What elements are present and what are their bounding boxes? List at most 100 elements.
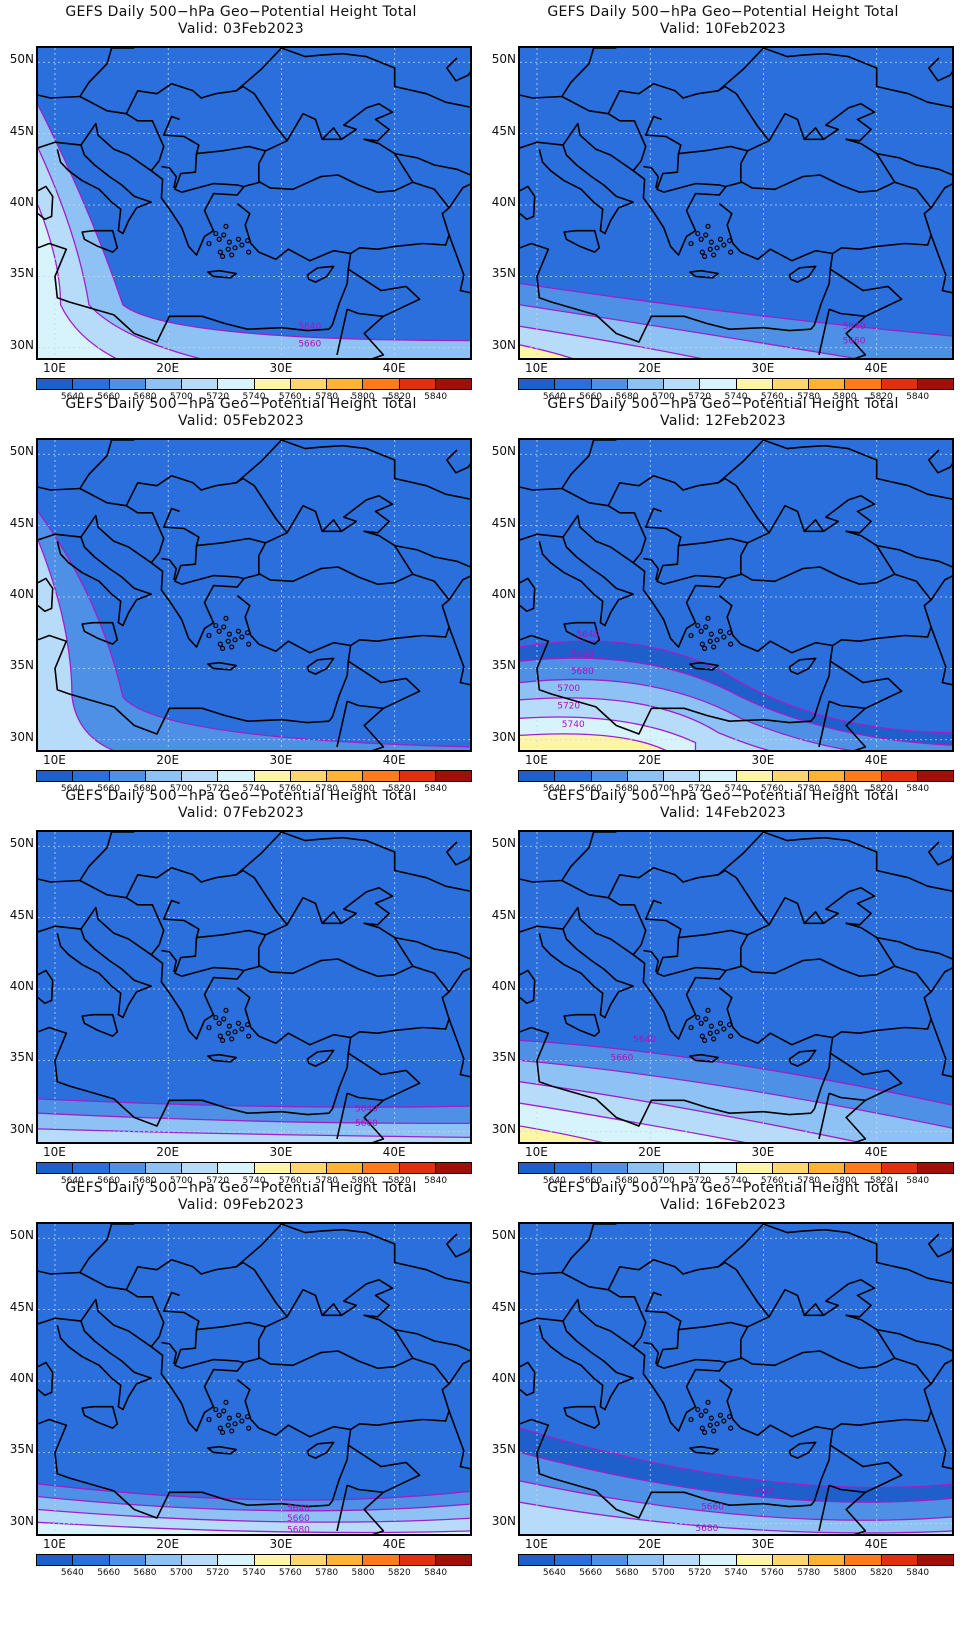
colorbar-label: 5760: [760, 1568, 784, 1578]
coastline: [520, 832, 617, 883]
coastline: [306, 1049, 335, 1067]
colorbar-swatch: [627, 1163, 664, 1173]
colorbar-label: 5660: [97, 392, 121, 402]
colorbar-swatch: [664, 771, 701, 781]
panel-valid-date: Valid: 03Feb2023: [178, 21, 304, 37]
coastline: [448, 183, 470, 209]
coastline: [656, 545, 726, 585]
lon-tick-label: 10E: [524, 1537, 548, 1551]
colorbar-swatch: [700, 1163, 737, 1173]
coastline: [162, 115, 266, 155]
lon-tick-label: 20E: [638, 753, 662, 767]
colorbar-swatch: [736, 771, 773, 781]
height-field-map: 5640 5660 5680 5700 5720 5740: [518, 438, 954, 752]
field-background: [38, 1224, 470, 1534]
island: [699, 1033, 705, 1039]
colorbar-swatch: [218, 771, 255, 781]
field-background: [38, 832, 470, 1142]
map-canvas: 5640 5660: [520, 48, 952, 358]
colorbar-label: 5760: [760, 784, 784, 794]
coastline: [448, 234, 470, 294]
coastline: [207, 661, 237, 671]
island: [223, 615, 229, 622]
colorbar-label: 5720: [688, 1568, 712, 1578]
island: [695, 1406, 701, 1413]
colorbar-label: 5740: [242, 784, 266, 794]
contour-line: [38, 147, 201, 358]
contour-line: [38, 1483, 470, 1501]
contour-line: [520, 1125, 603, 1142]
lat-tick-label: 30N: [491, 337, 516, 352]
colorbar-label: 5740: [724, 1176, 748, 1186]
coastline: [520, 242, 812, 343]
colorbar-swatch: [519, 379, 556, 389]
colorbar-swatch: [700, 379, 737, 389]
coastline: [563, 1013, 601, 1037]
island: [721, 1418, 727, 1424]
island: [711, 1036, 717, 1042]
colorbar: [518, 1554, 954, 1566]
contour-line: [520, 1427, 952, 1489]
coastline: [446, 841, 470, 866]
lon-tick-label: 20E: [156, 753, 180, 767]
lat-tick-label: 30N: [9, 729, 34, 744]
island: [206, 240, 212, 247]
contour-label: 5680: [695, 1524, 718, 1534]
colorbar-label: 5660: [579, 784, 603, 794]
panel-valid-date: Valid: 16Feb2023: [660, 1197, 786, 1213]
lon-tick-label: 40E: [864, 1145, 888, 1159]
island: [213, 1014, 219, 1021]
colorbar-label: 5820: [387, 392, 411, 402]
lon-tick-label: 20E: [156, 1537, 180, 1551]
coastline: [448, 1359, 470, 1385]
island: [703, 1016, 709, 1022]
coastline: [38, 634, 330, 735]
colorbar-swatch: [627, 1555, 664, 1565]
colorbar: [36, 378, 472, 390]
coastline: [448, 1018, 470, 1078]
coastline: [718, 986, 834, 1114]
colorbar-swatch: [290, 379, 327, 389]
colorbar-swatch: [664, 1555, 701, 1565]
lat-tick-label: 40N: [491, 587, 516, 601]
coastline: [235, 832, 283, 876]
coastline: [803, 1303, 825, 1316]
coastline: [520, 440, 617, 491]
lon-tick-label: 40E: [382, 753, 406, 767]
island: [711, 644, 717, 650]
coastline: [207, 1445, 237, 1455]
coastline: [235, 48, 283, 92]
lat-tick-label: 40N: [9, 979, 34, 993]
panel-title: GEFS Daily 500−hPa Geo−Potential Height …: [65, 788, 417, 804]
lon-tick-label: 40E: [382, 361, 406, 375]
contour-label: 5640: [355, 1105, 378, 1115]
coastline: [79, 879, 165, 956]
panel-valid-date: Valid: 07Feb2023: [178, 805, 304, 821]
contour-label: 5660: [571, 650, 594, 660]
coastline: [803, 911, 825, 924]
colorbar-swatch: [254, 379, 291, 389]
colorbar-swatch: [809, 1163, 846, 1173]
island: [229, 1428, 235, 1434]
lat-tick-label: 50N: [491, 52, 516, 67]
colorbar-swatch: [37, 1163, 74, 1173]
colorbar-label: 5800: [351, 1176, 375, 1186]
contour-line: [38, 1128, 470, 1139]
colorbar-label: 5720: [206, 784, 230, 794]
island: [239, 1418, 245, 1424]
island: [728, 641, 734, 647]
coastline: [38, 514, 414, 648]
coastline: [336, 1485, 385, 1534]
lat-tick-label: 35N: [9, 1442, 34, 1457]
coastline: [321, 519, 343, 532]
colorbar-swatch: [664, 379, 701, 389]
lon-tick-label: 20E: [156, 1145, 180, 1159]
island: [206, 1416, 212, 1423]
coastline: [832, 965, 932, 1039]
colorbar-swatch: [845, 379, 882, 389]
lat-tick-label: 40N: [491, 1371, 516, 1385]
coastline: [788, 1049, 817, 1067]
island: [216, 1412, 222, 1418]
colorbar-label: 5640: [542, 1176, 566, 1186]
map-canvas: [38, 440, 470, 750]
